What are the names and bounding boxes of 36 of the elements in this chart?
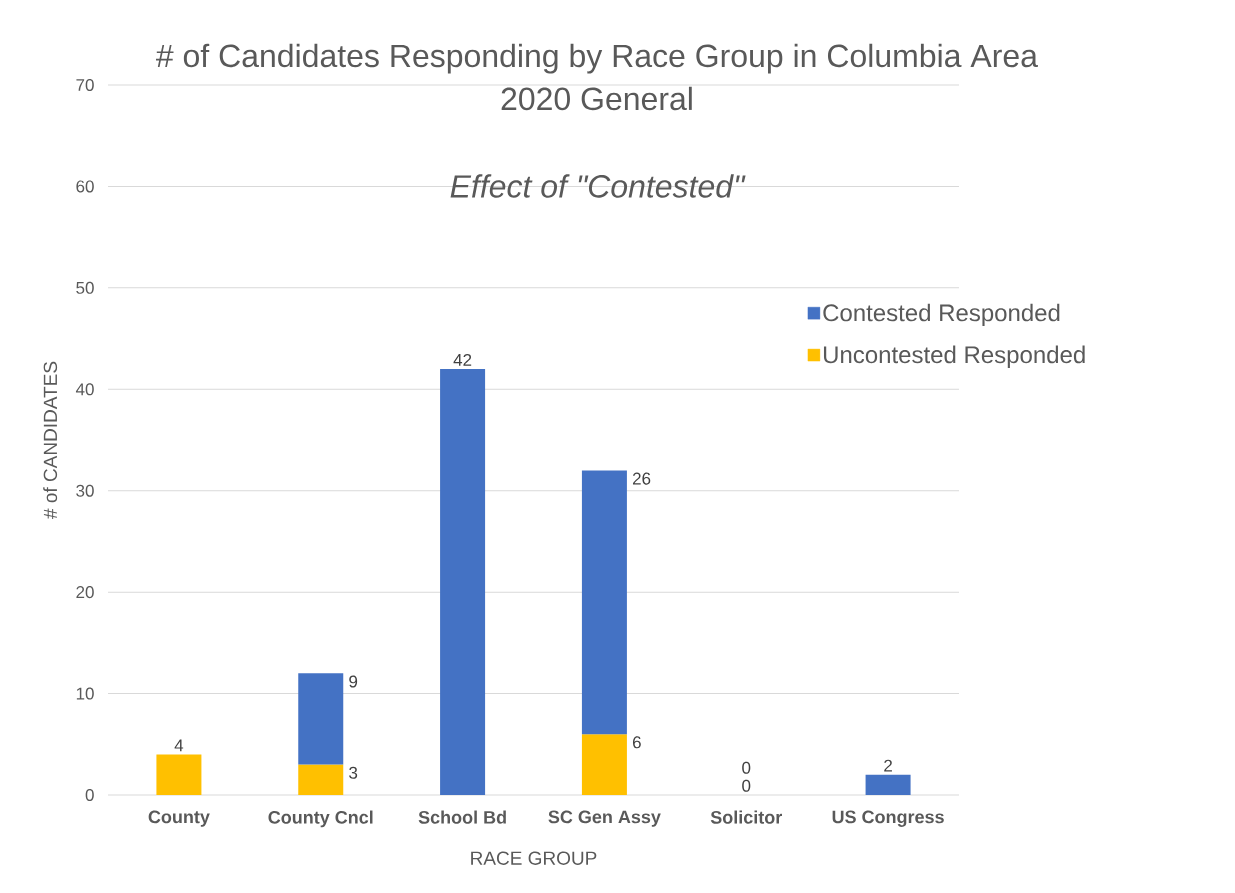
- x-tick-label: County Cncl: [268, 810, 373, 828]
- x-tick-label: SC Gen Assy: [548, 810, 661, 827]
- x-tick-label: US Congress: [832, 810, 944, 827]
- y-tick-label: 30: [76, 484, 94, 497]
- bar: [440, 368, 486, 795]
- x-tick-label: County: [148, 810, 210, 827]
- x-tick-label: School Bd: [418, 810, 506, 824]
- y-tick-label: 40: [75, 383, 94, 396]
- bar: [581, 734, 627, 795]
- chart-title: # of Candidates Responding by Race Group in Columbia Area 2020 General: [156, 43, 1038, 111]
- bar: [298, 764, 344, 795]
- y-axis-title: # of CANDIDATES: [43, 361, 58, 519]
- bar: [298, 673, 344, 765]
- data-label: 2: [884, 759, 892, 772]
- y-tick-label: 10: [76, 687, 94, 700]
- y-tick-label: 60: [76, 180, 94, 193]
- y-tick-label: 70: [76, 78, 94, 92]
- bar: [156, 754, 202, 795]
- y-tick-label: 20: [76, 586, 94, 599]
- text: Effect of "Contested": [450, 174, 746, 198]
- data-label: 0: [742, 779, 751, 792]
- bar: [865, 774, 911, 795]
- x-tick-label: Solicitor: [710, 810, 782, 824]
- y-tick-label: 50: [76, 281, 94, 294]
- x-axis-title: RACE GROUP: [471, 851, 597, 865]
- bar: [581, 470, 627, 735]
- legend-label: Contested Responded: [823, 303, 1060, 327]
- data-label: 3: [349, 766, 358, 779]
- data-label: 0: [742, 761, 751, 774]
- data-label: 4: [174, 739, 184, 752]
- legend-label: Uncontested Responded: [823, 345, 1085, 368]
- y-tick-label: 0: [85, 788, 94, 802]
- data-label: 26: [632, 472, 651, 485]
- data-label: 6: [632, 736, 641, 749]
- data-label: 9: [349, 675, 358, 688]
- data-label: 42: [453, 353, 472, 366]
